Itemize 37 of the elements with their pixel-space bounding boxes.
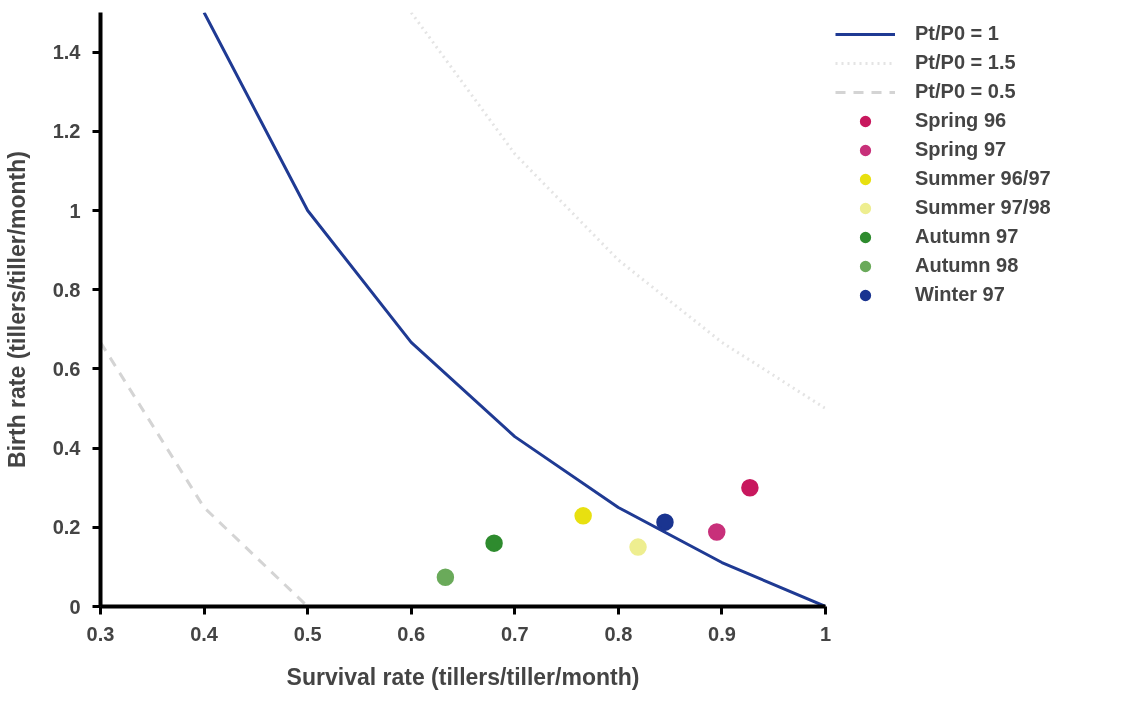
point <box>629 538 647 556</box>
x-tick-label: 0.5 <box>293 622 322 645</box>
y-tick-label: 1.2 <box>52 120 81 143</box>
point <box>741 478 759 497</box>
x-tick-label: 0.3 <box>86 622 115 645</box>
legend-label: Autumn 97 <box>915 225 1019 248</box>
legend-label: Summer 96/97 <box>915 167 1051 190</box>
legend-label: Summer 97/98 <box>915 196 1051 219</box>
y-tick-label: 1.4 <box>52 41 82 64</box>
legend-label: Pt/P0 = 0.5 <box>915 80 1016 103</box>
x-tick-label: 0.8 <box>604 622 633 645</box>
y-tick-label: 0 <box>69 595 81 618</box>
x-tick-label: 0.9 <box>708 622 736 645</box>
legend-label: Pt/P0 = 1.5 <box>915 51 1016 74</box>
line-series <box>202 12 826 607</box>
point <box>708 523 726 541</box>
legend-label: Spring 96 <box>915 109 1007 132</box>
x-tick-label: 0.7 <box>500 622 529 645</box>
legend-label: Autumn 98 <box>915 254 1019 277</box>
y-tick-label: 0.2 <box>52 516 81 539</box>
point <box>656 513 674 531</box>
x-tick-label: 0.6 <box>397 622 426 645</box>
y-tick-label: 1 <box>69 199 81 222</box>
legend-label: Spring 97 <box>915 138 1007 161</box>
legend-label: Winter 97 <box>915 283 1005 306</box>
point <box>436 568 455 586</box>
point <box>574 507 592 525</box>
x-tick-label: 1 <box>819 622 832 645</box>
x-axis-title: Survival rate (tillers/tiller/month) <box>286 663 640 690</box>
x-tick-label: 0.4 <box>190 622 219 645</box>
legend-label: Pt/P0 = 1 <box>915 22 999 45</box>
y-tick-label: 0.6 <box>52 357 81 380</box>
y-axis-title: Birth rate (tillers/tiller/month) <box>3 151 30 468</box>
line-series <box>409 12 826 410</box>
point <box>485 534 503 552</box>
y-tick-label: 0.4 <box>52 437 82 460</box>
y-tick-label: 0.8 <box>52 278 81 301</box>
